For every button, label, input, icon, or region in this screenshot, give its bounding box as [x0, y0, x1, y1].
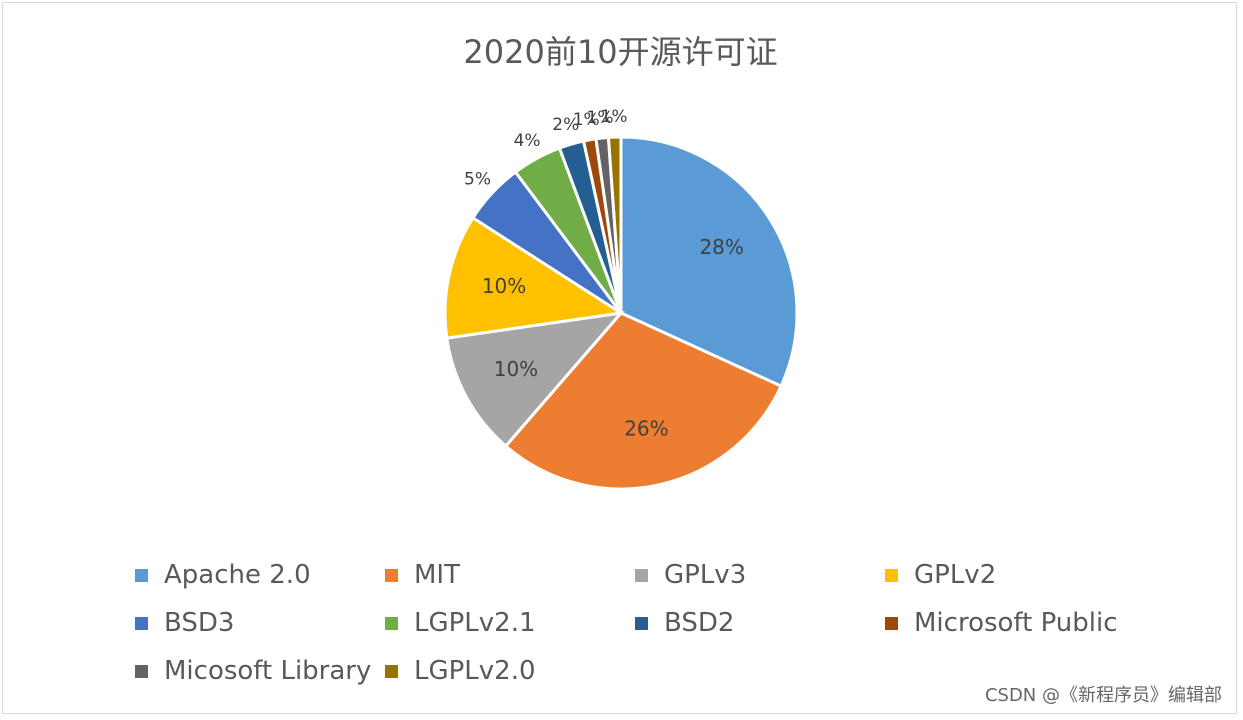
data-label-3: 10% — [482, 274, 526, 298]
legend-label-9: LGPLv2.0 — [414, 656, 536, 686]
data-label-5: 4% — [514, 131, 541, 151]
legend-label-1: MIT — [414, 560, 460, 590]
pie-slice-3 — [443, 215, 626, 340]
data-label-1: 26% — [624, 416, 668, 440]
chart-title: 2020前10开源许可证 — [463, 33, 778, 71]
legend-swatch-9 — [385, 664, 398, 678]
legend-item-8: Micosoft Library — [135, 655, 385, 687]
data-label-9: 1% — [601, 107, 628, 127]
legend-label-2: GPLv3 — [664, 560, 747, 590]
legend-swatch-7 — [885, 616, 898, 630]
data-label-4: 5% — [464, 169, 491, 189]
legend-swatch-1 — [385, 568, 398, 582]
legend-label-0: Apache 2.0 — [164, 560, 311, 590]
data-label-2: 10% — [494, 357, 538, 381]
legend-item-7: Microsoft Public — [885, 607, 1145, 639]
legend-label-7: Microsoft Public — [914, 608, 1118, 638]
legend-label-6: BSD2 — [664, 608, 735, 638]
legend-swatch-2 — [635, 568, 648, 582]
pie-chart: 28%26%10%10%5%4%2%1%1%1% — [443, 107, 799, 491]
data-label-6: 2% — [552, 115, 579, 135]
legend-item-0: Apache 2.0 — [135, 559, 385, 591]
legend-swatch-5 — [385, 616, 398, 630]
legend-item-1: MIT — [385, 559, 635, 591]
pie-slice-2 — [445, 310, 625, 449]
data-label-8: 1% — [587, 108, 614, 128]
watermark: CSDN @《新程序员》编辑部 — [984, 685, 1222, 706]
legend-item-2: GPLv3 — [635, 559, 885, 591]
legend-swatch-8 — [135, 664, 148, 678]
pie-slice-9 — [606, 135, 623, 314]
legend-item-5: LGPLv2.1 — [385, 607, 635, 639]
legend-item-9: LGPLv2.0 — [385, 655, 635, 687]
legend-label-4: BSD3 — [164, 608, 235, 638]
pie-slice-0 — [619, 135, 799, 389]
legend-swatch-6 — [635, 616, 648, 630]
pie-slice-1 — [503, 311, 784, 491]
legend-label-3: GPLv2 — [914, 560, 997, 590]
data-label-0: 28% — [699, 235, 743, 259]
legend-swatch-4 — [135, 616, 148, 630]
legend-item-4: BSD3 — [135, 607, 385, 639]
legend-item-3: GPLv2 — [885, 559, 1145, 591]
legend-label-5: LGPLv2.1 — [414, 608, 536, 638]
legend-swatch-3 — [885, 568, 898, 582]
chart-legend: Apache 2.0 MIT GPLv3 GPLv2 BSD3 LGPLv2.1 BSD2 M… — [135, 559, 1145, 687]
legend-swatch-0 — [135, 568, 148, 582]
data-label-7: 1% — [573, 110, 600, 130]
legend-item-6: BSD2 — [635, 607, 885, 639]
legend-label-8: Micosoft Library — [164, 656, 372, 686]
